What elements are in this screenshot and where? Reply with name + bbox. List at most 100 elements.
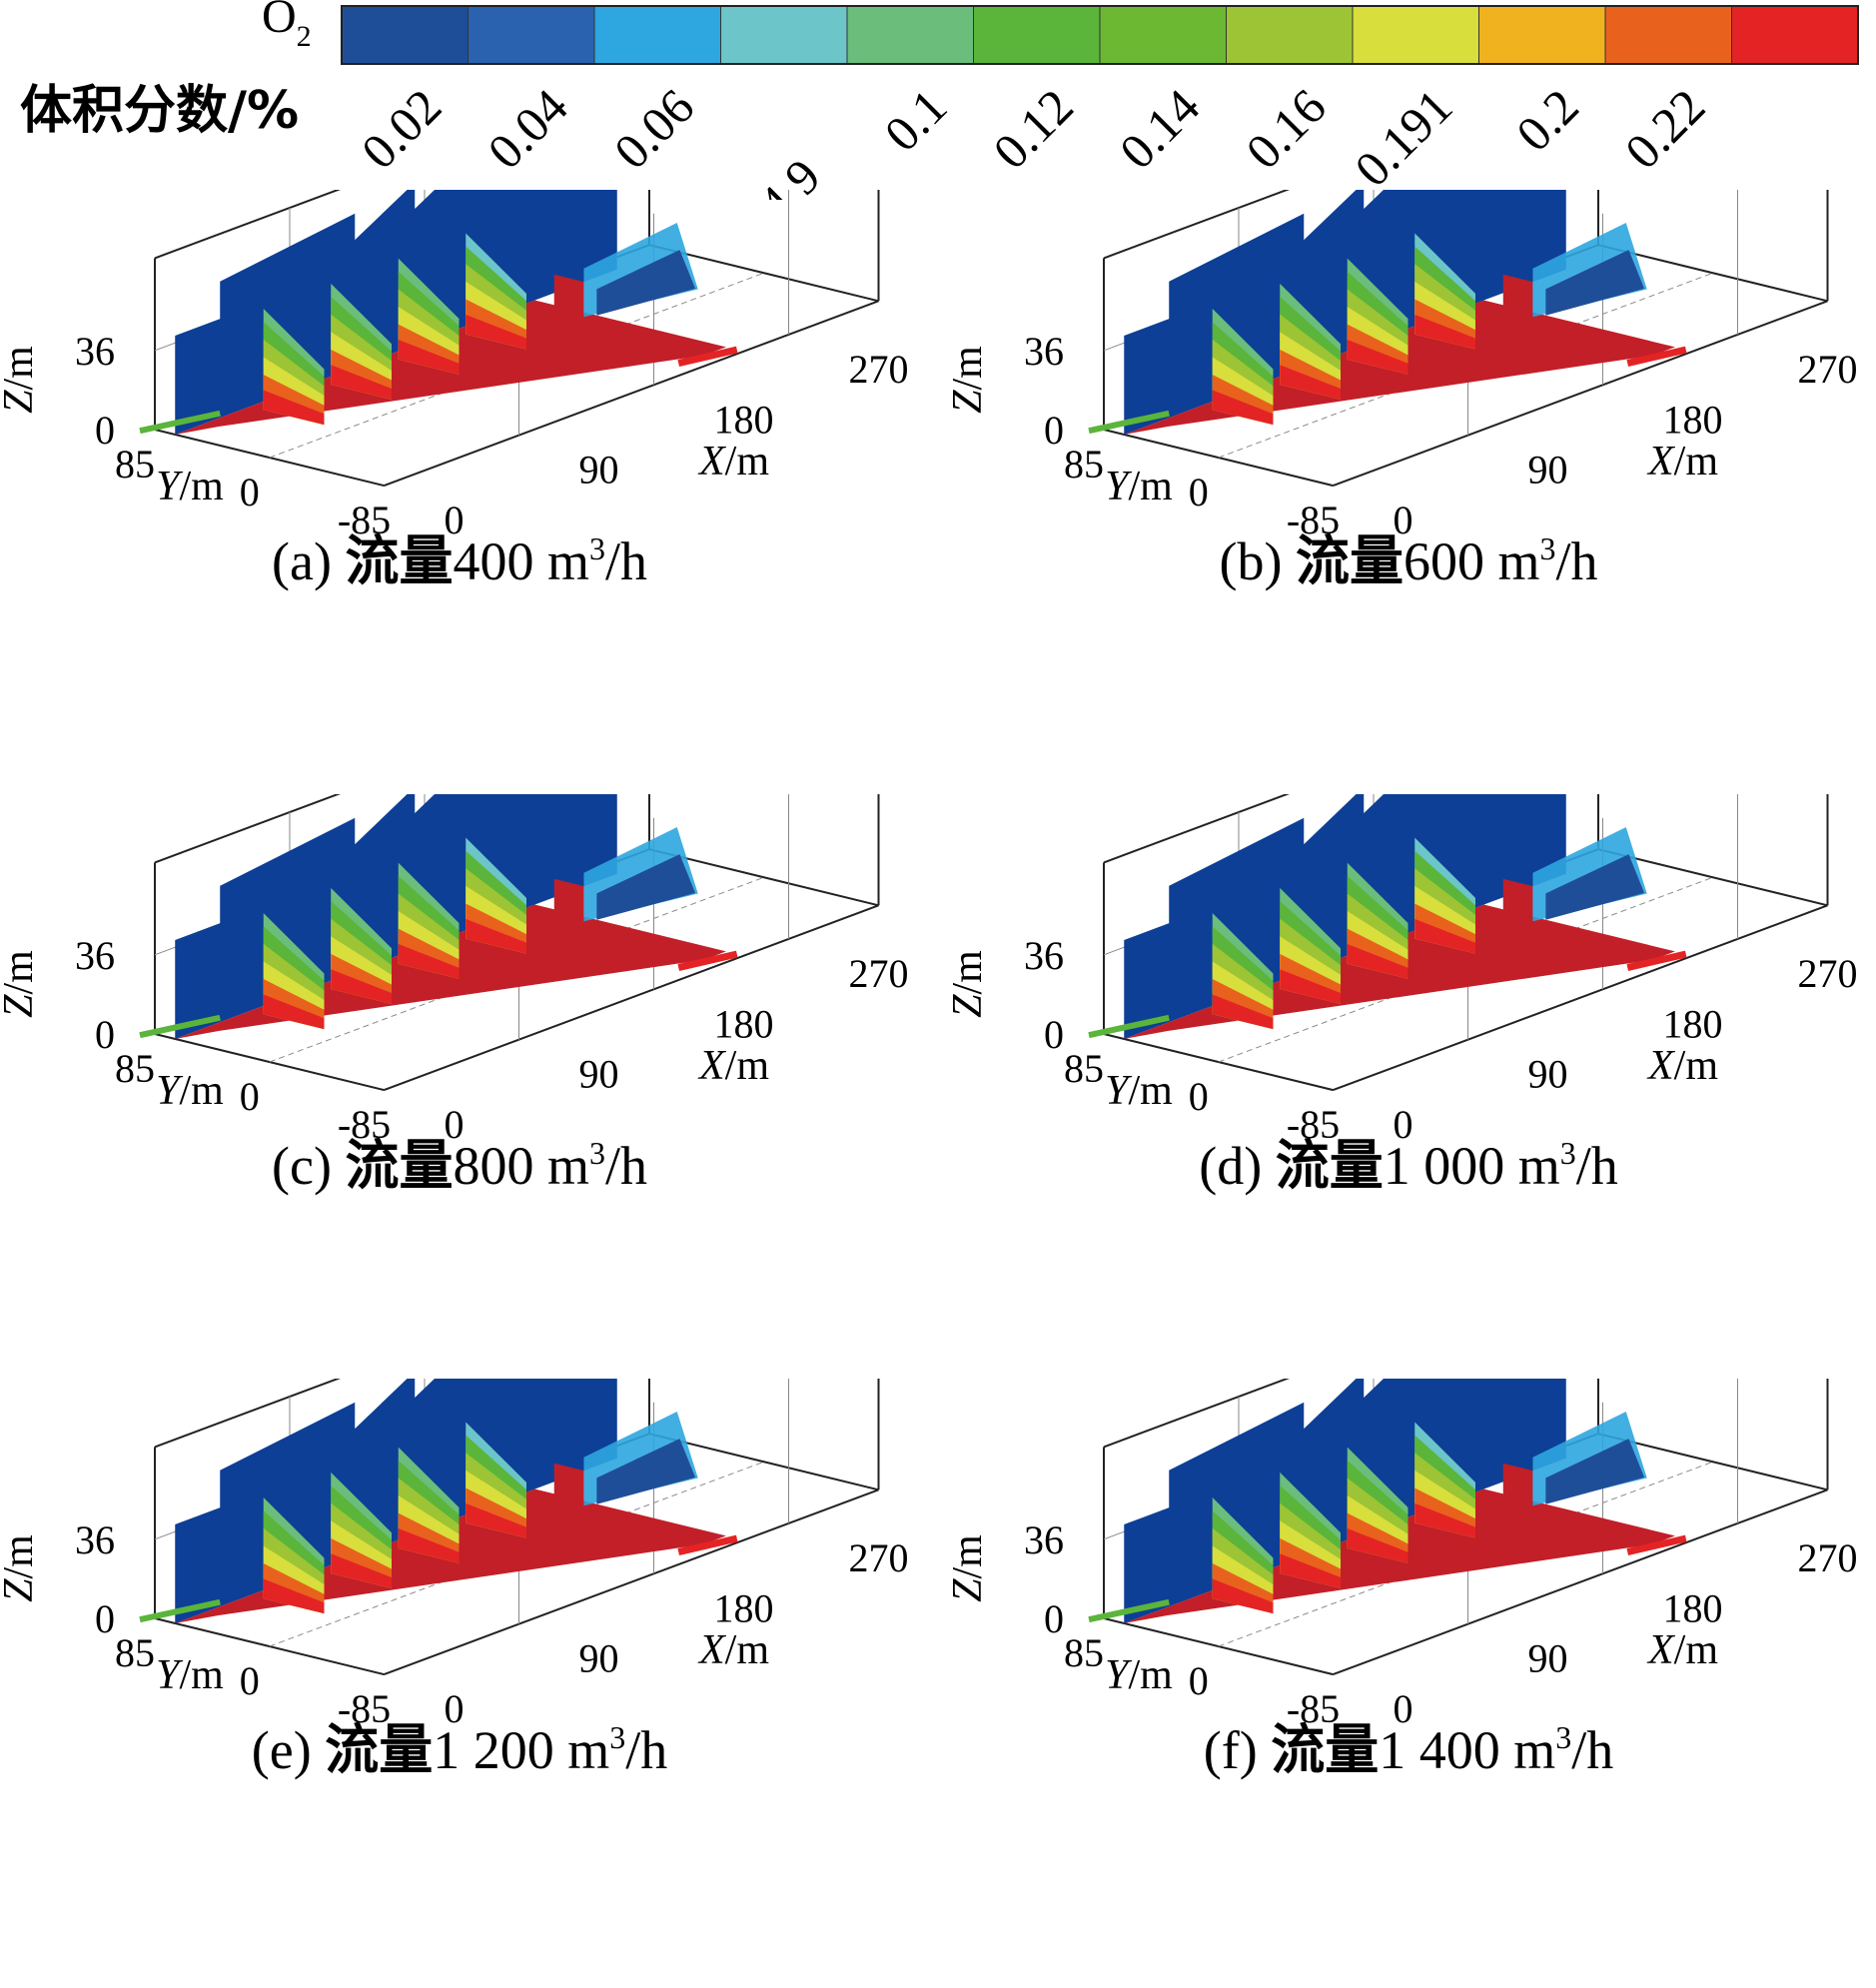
x-tick-label: 270 (849, 951, 909, 996)
o2-red-block (1502, 1463, 1533, 1506)
z-tick-label: 36 (1024, 1517, 1064, 1562)
y-axis-label: Y/m (156, 1068, 224, 1114)
y-tick-label: 0 (240, 1074, 260, 1119)
colorbar-tick-label: 0.191 (1344, 78, 1462, 197)
inlet-jet (139, 1014, 221, 1039)
o2-cross-section (1280, 365, 1341, 400)
o2-cross-section (1212, 390, 1274, 426)
colorbar-block (468, 5, 595, 65)
o2-cross-section (331, 365, 392, 400)
panel-b: 36 0 85 0 -85 0 90 180 270 Z/m Y/m X/m (b) 流量600 m3/… (949, 190, 1868, 799)
y-tick-label: 85 (115, 1046, 155, 1091)
y-tick-label: 0 (240, 1658, 260, 1703)
panel-e: 36 0 85 0 -85 0 90 180 270 Z/m Y/m X/m (e) 流量1 200 m… (0, 1379, 919, 1988)
y-tick-label: 0 (1189, 1658, 1209, 1703)
colorbar-block (1604, 5, 1733, 65)
x-tick-label: 180 (1663, 1585, 1723, 1630)
o2-cross-section (1414, 1502, 1475, 1538)
colorbar-blocks (341, 5, 1859, 65)
colorbar-tick-label: 0.04 (476, 78, 577, 179)
plot-3d (1088, 794, 1829, 1092)
o2-cross-section (398, 340, 460, 375)
colorbar-block (1731, 5, 1859, 65)
panel-caption: (c) 流量800 m3/h (272, 1134, 647, 1197)
panel-c: 36 0 85 0 -85 0 90 180 270 Z/m Y/m X/m (c) 流量800 m3/… (0, 794, 919, 1404)
o2-red-block (553, 274, 584, 318)
colorbar-tick-label: 0.12 (982, 78, 1083, 179)
o2-cross-section (263, 994, 325, 1030)
o2-cross-section (1347, 944, 1408, 979)
x-tick-label: 90 (579, 1052, 619, 1097)
z-tick-label: 36 (1024, 933, 1064, 978)
panel-caption: (b) 流量600 m3/h (1220, 529, 1598, 592)
y-axis-label: Y/m (1105, 1652, 1173, 1698)
z-axis-label: Z/m (949, 1534, 991, 1602)
plot-3d (1088, 190, 1829, 488)
colorbar-block (1099, 5, 1228, 65)
z-tick-label: 36 (75, 329, 115, 374)
x-axis-label: X/m (1646, 1627, 1718, 1673)
panel-caption: (f) 流量1 400 m3/h (1204, 1718, 1613, 1781)
x-tick-label: 270 (1798, 951, 1858, 996)
x-axis-label: X/m (1646, 439, 1718, 485)
colorbar-title-line2: 体积分数/% (20, 81, 299, 141)
inlet-jet (139, 410, 221, 435)
x-tick-label: 0 (445, 1102, 465, 1147)
x-axis-label: X/m (697, 1043, 769, 1089)
y-tick-label: 0 (240, 470, 260, 514)
colorbar-tick-label: 0.06 (603, 78, 704, 179)
colorbar-block (973, 5, 1101, 65)
o2-plume-inner (1545, 854, 1645, 920)
z-tick-label: 36 (75, 933, 115, 978)
y-tick-label: 85 (115, 442, 155, 487)
o2-cross-section (263, 1578, 325, 1614)
y-tick-label: 85 (1064, 1046, 1104, 1091)
o2-plume-inner (1545, 250, 1645, 316)
x-tick-label: 180 (714, 1585, 774, 1630)
colorbar-block (1478, 5, 1606, 65)
y-tick-label: 85 (1064, 442, 1104, 487)
y-tick-label: -85 (338, 1686, 391, 1731)
inlet-jet (139, 1598, 221, 1623)
panel-caption: (e) 流量1 200 m3/h (252, 1718, 667, 1781)
y-tick-label: 85 (115, 1630, 155, 1675)
z-tick-label: 0 (95, 1012, 115, 1057)
x-tick-label: 0 (1394, 497, 1413, 542)
x-tick-label: 180 (714, 397, 774, 442)
outlet-jet (1626, 950, 1687, 971)
colorbar-legend: O2 体积分数/% 0.020.040.060.084 90.10.120.14… (20, 0, 1859, 200)
z-axis-label: Z/m (0, 950, 42, 1018)
o2-plume-inner (596, 854, 696, 920)
x-axis-label: X/m (697, 439, 769, 485)
x-axis-label: X/m (1646, 1043, 1718, 1089)
colorbar-block (846, 5, 975, 65)
inlet-jet (1088, 1014, 1170, 1039)
o2-plume-inner (596, 250, 696, 316)
z-axis-label: Z/m (949, 346, 991, 414)
o2-red-block (553, 1463, 584, 1506)
z-tick-label: 0 (95, 1596, 115, 1641)
plot-3d (139, 190, 880, 488)
inlet-jet (1088, 410, 1170, 435)
z-axis-label: Z/m (949, 950, 991, 1018)
colorbar-block (1226, 5, 1354, 65)
x-tick-label: 270 (849, 1535, 909, 1580)
y-tick-label: 0 (1189, 470, 1209, 514)
panel-caption: (a) 流量400 m3/h (272, 529, 647, 592)
o2-cross-section (1347, 340, 1408, 375)
o2-cross-section (1347, 1528, 1408, 1563)
plot-3d (139, 794, 880, 1092)
o2-red-block (1502, 274, 1533, 318)
x-axis-label: X/m (697, 1627, 769, 1673)
y-tick-label: 85 (1064, 1630, 1104, 1675)
o2-cross-section (466, 1502, 526, 1538)
panel-f: 36 0 85 0 -85 0 90 180 270 Z/m Y/m X/m (f) 流量1 400 m… (949, 1379, 1868, 1988)
panel-d: 36 0 85 0 -85 0 90 180 270 Z/m Y/m X/m (d) 流量1 000 m… (949, 794, 1868, 1404)
plot-3d (139, 1379, 880, 1676)
